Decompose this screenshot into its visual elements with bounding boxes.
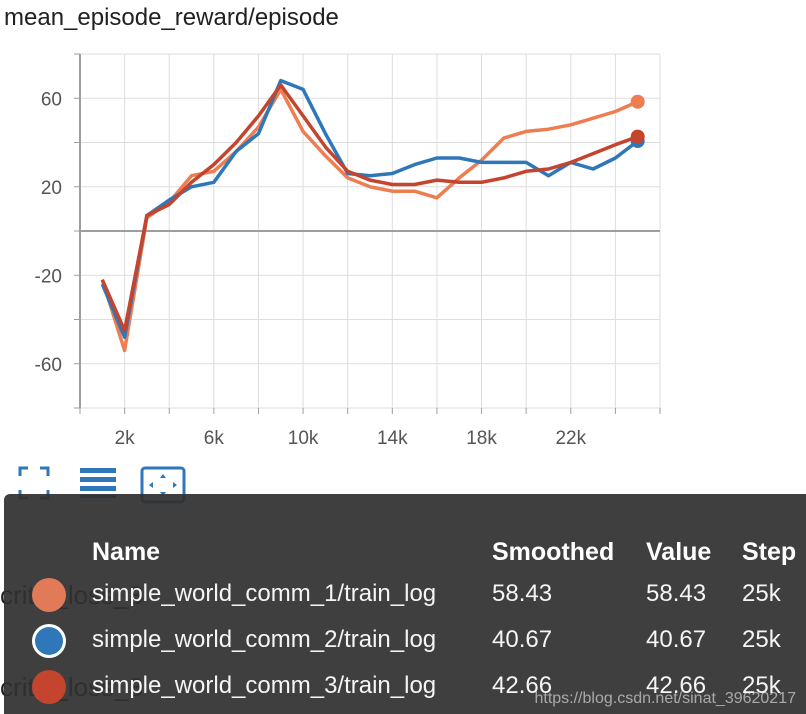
- series-color-swatch: [32, 624, 66, 658]
- series-name: simple_world_comm_1/train_log: [92, 580, 437, 607]
- fullscreen-icon[interactable]: [18, 466, 50, 505]
- series-color-swatch: [32, 578, 66, 612]
- raw-value: 40.67: [646, 626, 707, 653]
- series-end-point-3: [630, 129, 645, 144]
- series-line-3: [100, 83, 639, 333]
- series-color-swatch: [32, 670, 66, 704]
- watermark: https://blog.csdn.net/sinat_39620217: [534, 690, 796, 707]
- series-name: simple_world_comm_3/train_log: [92, 672, 437, 699]
- table-row: simple_world_comm_2/train_log 40.67 40.6…: [4, 620, 806, 666]
- smoothed-value: 40.67: [492, 626, 553, 653]
- step-value: 25k: [742, 580, 781, 607]
- raw-value: 42.66: [646, 672, 707, 699]
- series-line-2: [100, 78, 639, 339]
- y-tick-label: -20: [35, 266, 62, 287]
- x-tick-label: 22k: [555, 428, 586, 449]
- x-tick-label: 10k: [288, 428, 319, 449]
- column-header-value: Value: [646, 538, 712, 566]
- step-value: 25k: [742, 672, 781, 699]
- y-tick-label: 60: [41, 89, 62, 110]
- tooltip-table: Name Smoothed Value Step simple_world_co…: [4, 494, 806, 714]
- chart-series: [100, 78, 645, 353]
- step-value: 25k: [742, 626, 781, 653]
- line-chart: 2k 6k 10k 14k 18k 22k 60 20 -20 -60: [35, 53, 661, 449]
- column-header-smoothed: Smoothed: [492, 538, 615, 566]
- y-tick-label: -60: [35, 355, 62, 376]
- series-name: simple_world_comm_2/train_log: [92, 626, 437, 653]
- chart-title: mean_episode_reward/episode: [4, 4, 339, 31]
- series-end-point-1: [630, 94, 645, 109]
- x-tick-label: 6k: [204, 428, 225, 449]
- x-tick-label: 14k: [377, 428, 408, 449]
- tick-labels: 2k 6k 10k 14k 18k 22k 60 20 -20 -60: [35, 89, 587, 449]
- x-tick-label: 2k: [115, 428, 136, 449]
- series-line-1: [100, 87, 639, 353]
- column-header-step: Step: [742, 538, 797, 566]
- table-row: simple_world_comm_3/train_log 42.66 42.6…: [4, 666, 806, 712]
- smoothed-value: 42.66: [492, 672, 553, 699]
- smoothed-value: 58.43: [492, 580, 553, 607]
- table-row: simple_world_comm_1/train_log 58.43 58.4…: [4, 574, 806, 620]
- x-tick-label: 18k: [466, 428, 497, 449]
- column-header-name: Name: [92, 538, 161, 566]
- y-tick-label: 20: [41, 178, 62, 199]
- raw-value: 58.43: [646, 580, 707, 607]
- chart-axes: [74, 53, 661, 414]
